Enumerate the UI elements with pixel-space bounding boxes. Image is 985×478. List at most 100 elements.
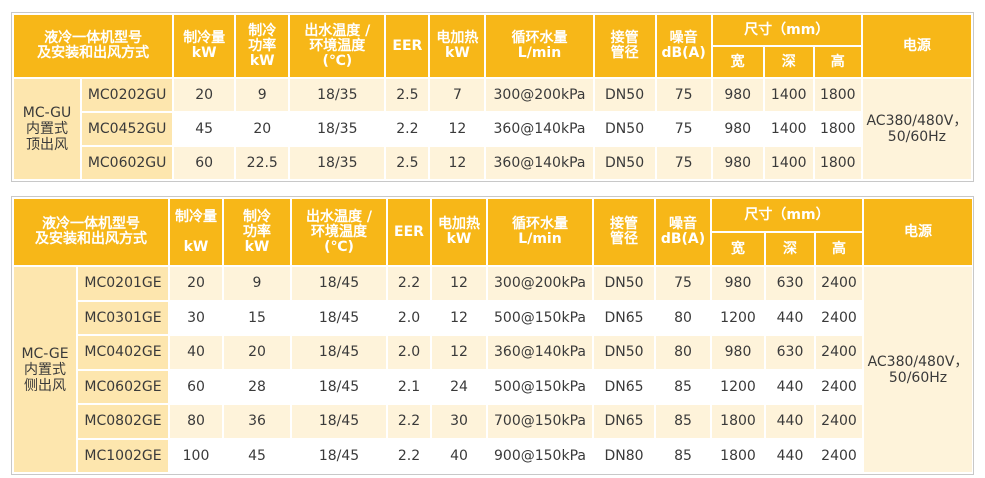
- data-cell: 2.2: [397, 447, 421, 464]
- header-cell: 制冷 功率 kW: [224, 199, 290, 265]
- data-cell: 80: [674, 309, 692, 326]
- header-cell: 电源: [862, 15, 971, 77]
- data-cell: 18/35: [290, 147, 385, 179]
- data-cell: 1400: [770, 121, 807, 137]
- header-cell: 噪音 dB(A): [656, 199, 710, 265]
- data-cell: 12: [432, 267, 486, 300]
- table-frame: 液冷一体机型号 及安装和出风方式 制冷量 kW 制冷 功率 kW 出水温度 / 环境温…: [11, 12, 974, 182]
- header-cell: 尺寸（mm）: [712, 15, 861, 45]
- data-cell: 980: [712, 147, 763, 179]
- data-cell: 360@140kPa: [488, 336, 592, 369]
- header-cell: EER: [388, 199, 430, 265]
- data-cell: DN50: [594, 79, 655, 111]
- header-cell: 制冷 功率 kW: [236, 15, 289, 77]
- model-cell: MC0201GE: [78, 267, 168, 300]
- data-cell: 18/45: [292, 267, 386, 300]
- power-cell: AC380/480V， 50/60Hz: [862, 79, 971, 179]
- data-cell: DN65: [594, 405, 654, 438]
- data-cell: 2.0: [388, 336, 430, 369]
- data-cell: 12: [432, 336, 486, 369]
- data-cell: 2.5: [386, 79, 429, 111]
- data-cell: 2.2: [388, 267, 430, 300]
- data-cell: 980: [712, 267, 764, 300]
- data-cell: 18/45: [318, 447, 360, 464]
- data-cell: 18/45: [318, 378, 360, 395]
- data-cell: 40: [170, 336, 222, 369]
- data-cell: 980: [712, 336, 764, 369]
- data-cell: 12: [430, 147, 485, 179]
- data-cell: 18/45: [292, 336, 386, 369]
- data-cell: 2400: [821, 309, 857, 326]
- header-cell: 噪音 dB(A): [656, 15, 711, 77]
- header-cell: 出水温度 / 环境温度 (℃): [290, 15, 385, 77]
- data-cell: 2400: [816, 336, 862, 369]
- header-cell: 深: [766, 233, 814, 265]
- header-row: 液冷一体机型号 及安装和出风方式 制冷量 kW 制冷 功率 kW 出水温度 / 环境温…: [14, 15, 971, 77]
- model-cell: MC0602GE: [78, 370, 168, 403]
- group-cell: MC-GU 内置式 顶出风: [14, 79, 81, 179]
- data-cell: 60: [187, 378, 205, 395]
- data-row: MC0301GE 30 15 18/45 2.0 12 500@150kPa DN65 80 12…: [14, 301, 972, 334]
- data-cell: 630: [766, 267, 814, 300]
- data-cell: 2.2: [388, 405, 430, 438]
- power-cell: AC380/480V， 50/60Hz: [864, 267, 972, 472]
- data-cell: 75: [656, 147, 711, 179]
- data-cell: 2400: [816, 267, 862, 300]
- data-cell: 75: [656, 79, 711, 111]
- header-cell: 接管 管径: [594, 199, 654, 265]
- data-cell: 1400: [764, 79, 813, 111]
- data-row: MC0802GE 80 36 18/45 2.2 30 700@150kPa DN65 85 18…: [14, 405, 972, 438]
- data-cell: DN50: [594, 267, 654, 300]
- data-cell: 2.1: [397, 378, 421, 395]
- spec-table: 液冷一体机型号 及安装和出风方式 制冷量 kW 制冷 功率 kW 出水温度 / 环境温…: [12, 197, 974, 474]
- data-cell: DN65: [604, 309, 644, 326]
- data-cell: 360@140kPa: [493, 121, 586, 137]
- data-row: MC0602GE 60 28 18/45 2.1 24 500@150kPa DN65 85 12…: [14, 370, 972, 403]
- model-cell: MC0802GE: [78, 405, 168, 438]
- model-cell: MC1002GE: [78, 439, 168, 472]
- spec-table: 液冷一体机型号 及安装和出风方式 制冷量 kW 制冷 功率 kW 出水温度 / 环境温…: [12, 13, 973, 181]
- header-row: 宽深高: [14, 47, 971, 77]
- header-cell: 宽: [712, 47, 763, 77]
- data-cell: 500@150kPa: [494, 309, 586, 326]
- data-row: MC0402GE 40 20 18/45 2.0 12 360@140kPa DN50 80 98…: [14, 336, 972, 369]
- data-cell: 980: [712, 79, 763, 111]
- data-cell: 300@200kPa: [486, 79, 593, 111]
- header-cell: 制冷量 kW: [174, 15, 235, 77]
- data-cell: 75: [656, 267, 710, 300]
- header-cell: 电加热 kW: [430, 15, 485, 77]
- data-cell: 24: [450, 378, 468, 395]
- header-cell: 循环水量 L/min: [488, 199, 592, 265]
- header-cell: 电源: [864, 199, 972, 265]
- model-cell: MC0301GE: [78, 301, 168, 334]
- data-row: MC0602GU 60 22.5 18/35 2.5 12 360@140kPa DN50 75…: [14, 147, 971, 179]
- data-cell: 36: [224, 405, 290, 438]
- data-cell: 20: [253, 121, 272, 137]
- header-cell: 高: [816, 233, 862, 265]
- data-cell: 18/45: [318, 309, 360, 326]
- data-cell: 40: [450, 447, 468, 464]
- data-cell: 2.0: [397, 309, 421, 326]
- data-cell: 440: [776, 378, 804, 395]
- data-cell: 28: [248, 378, 266, 395]
- data-cell: 45: [195, 121, 214, 137]
- model-cell: MC0202GU: [82, 79, 173, 111]
- group-cell: MC-GE 内置式 侧出风: [14, 267, 76, 472]
- header-cell: 尺寸（mm）: [712, 199, 862, 231]
- header-cell: 深: [764, 47, 813, 77]
- data-cell: 22.5: [236, 147, 289, 179]
- data-cell: 100: [182, 447, 210, 464]
- header-cell: 接管 管径: [594, 15, 655, 77]
- data-cell: 20: [174, 79, 235, 111]
- data-cell: 1200: [720, 378, 756, 395]
- header-cell: 液冷一体机型号 及安装和出风方式: [14, 199, 168, 265]
- model-cell: MC0602GU: [82, 147, 173, 179]
- header-cell: 循环水量 L/min: [486, 15, 593, 77]
- data-cell: 1200: [720, 309, 756, 326]
- data-cell: 1400: [764, 147, 813, 179]
- data-cell: 85: [674, 378, 692, 395]
- header-cell: 出水温度 / 环境温度 (℃): [292, 199, 386, 265]
- header-row: 液冷一体机型号 及安装和出风方式 制冷量 kW 制冷 功率 kW 出水温度 / 环境温…: [14, 199, 972, 265]
- data-cell: 300@200kPa: [488, 267, 592, 300]
